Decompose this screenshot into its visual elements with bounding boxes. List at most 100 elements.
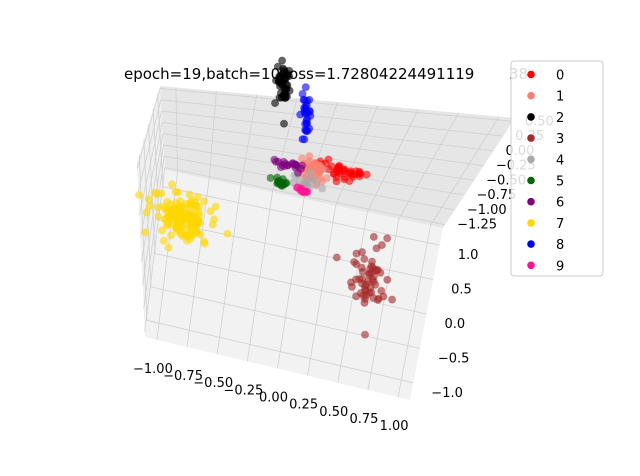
data-point — [356, 169, 365, 178]
data-point — [144, 195, 153, 204]
data-point — [200, 197, 209, 206]
data-point — [301, 187, 310, 196]
data-point — [360, 330, 370, 339]
grid-line — [137, 99, 162, 192]
legend-label: 4 — [556, 153, 564, 168]
legend-entry: 6 — [527, 196, 564, 211]
data-point — [167, 180, 177, 189]
data-point — [271, 157, 280, 166]
data-point — [273, 179, 282, 188]
legend-entry: 9 — [527, 259, 564, 274]
x-tick-label: −0.25 — [223, 383, 263, 398]
legend-label: 0 — [556, 69, 564, 84]
data-point — [366, 283, 375, 292]
x-tick-label: 0.00 — [259, 391, 288, 406]
legend-entry: 1 — [527, 90, 564, 105]
grid-line — [142, 144, 164, 286]
data-point — [211, 202, 220, 211]
data-point — [171, 198, 180, 207]
data-point — [358, 275, 367, 284]
data-point — [377, 286, 386, 295]
data-point — [358, 267, 367, 276]
data-point — [159, 236, 168, 245]
y-axis-ticks: −1.0 −0.5 0.0 0.5 1.0 — [431, 248, 478, 401]
x-tick-label: 0.25 — [289, 398, 318, 413]
legend-marker — [527, 197, 535, 206]
grid-line — [138, 110, 162, 216]
legend-entry: 5 — [527, 175, 564, 190]
grid-line — [143, 156, 165, 309]
legend-label: 5 — [556, 175, 564, 190]
data-point — [275, 93, 284, 102]
data-point — [279, 119, 289, 128]
data-point — [346, 278, 356, 287]
y-tick-label: −1.0 — [431, 386, 463, 401]
x-axis-ticks: −1.00−0.75−0.50−0.250.00 0.25 0.50 0.75 1.00 — [133, 362, 409, 434]
scatter-points — [134, 56, 397, 339]
data-point — [369, 293, 378, 302]
grid-line — [160, 88, 513, 122]
data-point — [327, 162, 336, 171]
data-point — [271, 76, 281, 85]
legend-marker — [527, 113, 535, 121]
data-point — [223, 229, 232, 238]
data-point — [166, 231, 176, 240]
data-point — [194, 211, 203, 220]
x-tick-label: −0.50 — [193, 376, 233, 391]
legend-entry: 0 — [527, 69, 564, 84]
data-point — [176, 202, 186, 211]
series-3 — [332, 232, 397, 339]
data-point — [200, 239, 209, 248]
data-point — [297, 154, 307, 163]
data-point — [312, 179, 321, 188]
data-point — [292, 161, 301, 170]
x-tick-label: 0.75 — [349, 412, 378, 427]
series-5 — [266, 173, 291, 190]
data-point — [303, 126, 312, 135]
legend-label: 1 — [556, 90, 564, 105]
data-point — [176, 216, 185, 225]
grid-line — [162, 133, 475, 181]
data-point — [278, 175, 287, 184]
data-point — [270, 99, 280, 108]
legend-marker — [527, 261, 535, 270]
legend-label: 3 — [556, 132, 564, 147]
data-point — [278, 56, 287, 65]
grid-line — [160, 99, 504, 137]
y-tick-label: 0.0 — [445, 317, 466, 332]
data-point — [365, 264, 375, 274]
grid-line — [141, 133, 164, 262]
data-point — [208, 220, 217, 229]
data-point — [301, 119, 310, 129]
legend-entry: 2 — [527, 111, 564, 126]
data-point — [159, 202, 168, 211]
data-point — [388, 295, 397, 304]
legend-entry: 8 — [527, 238, 564, 253]
legend-label: 8 — [556, 238, 564, 253]
data-point — [134, 190, 144, 200]
grid-line — [146, 319, 414, 384]
data-point — [152, 189, 162, 198]
grid-line — [136, 88, 161, 169]
grid-line — [162, 186, 440, 246]
legend-entry: 3 — [527, 132, 564, 147]
data-point — [164, 212, 173, 222]
data-point — [206, 207, 215, 216]
legend-label: 9 — [556, 259, 564, 274]
z-tick-label: −0.75 — [476, 188, 516, 203]
z-tick-label: −1.25 — [457, 218, 497, 233]
legend-label: 7 — [556, 217, 564, 232]
data-point — [164, 243, 173, 252]
data-point — [367, 257, 377, 266]
legend-marker — [527, 91, 535, 100]
data-point — [158, 226, 167, 235]
data-point — [305, 152, 314, 161]
data-point — [383, 234, 392, 243]
legend-entry: 7 — [527, 217, 564, 232]
y-tick-label: −0.5 — [438, 351, 470, 366]
chart-title: epoch=19,batch=10,loss=1.72804224491119 — [124, 65, 474, 83]
data-point — [383, 275, 392, 284]
data-point — [352, 249, 361, 258]
data-point — [349, 172, 358, 181]
